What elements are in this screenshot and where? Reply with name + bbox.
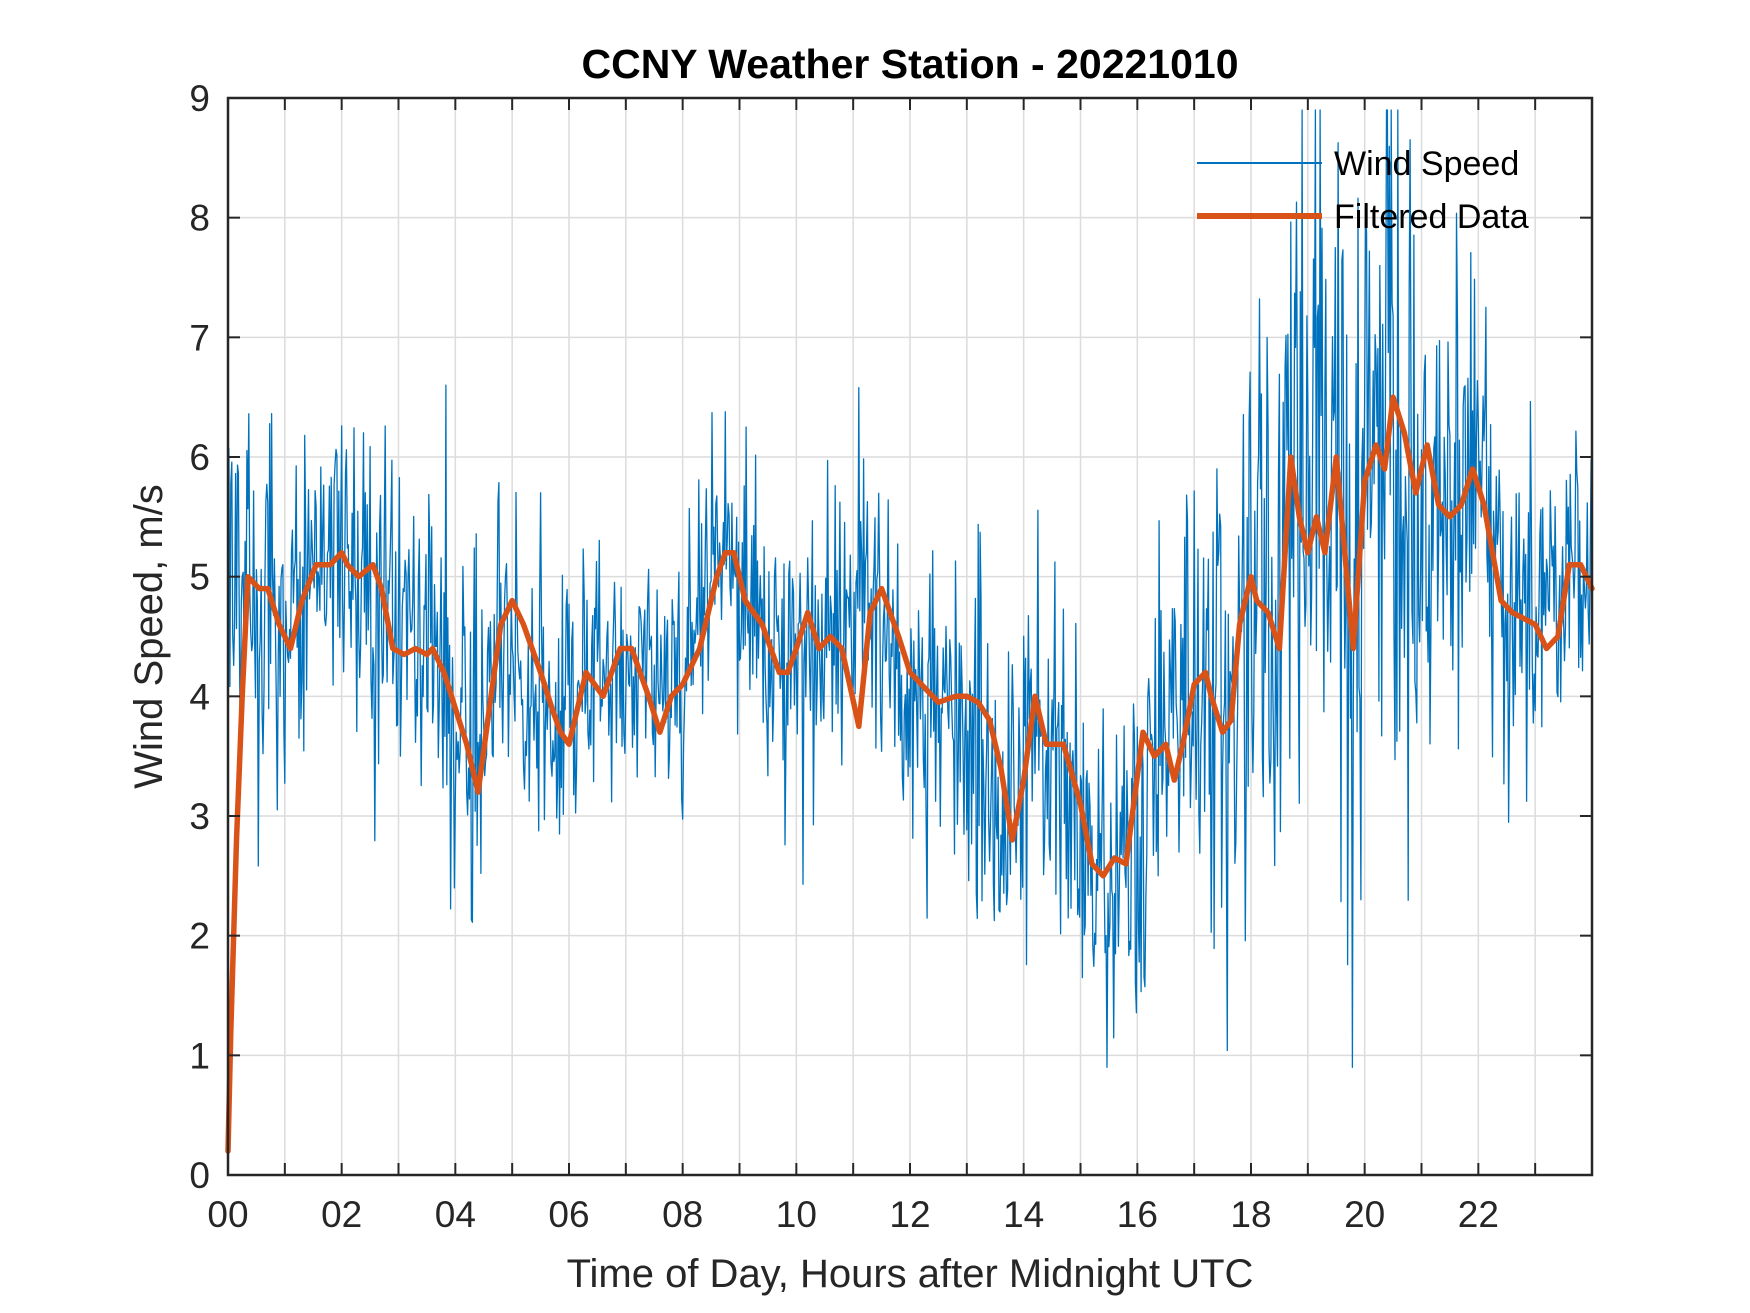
x-tick-label: 20 [1344, 1194, 1385, 1235]
y-tick-label: 1 [189, 1035, 210, 1076]
y-tick-label: 3 [189, 796, 210, 837]
legend-label-wind-speed: Wind Speed [1334, 145, 1519, 183]
y-tick-label: 9 [189, 78, 210, 119]
series-line-filtered-data [225, 394, 1595, 1154]
series-line-wind-speed [227, 109, 1593, 1068]
y-tick-label: 7 [189, 317, 210, 358]
x-tick-label: 10 [776, 1194, 817, 1235]
x-axis-label: Time of Day, Hours after Midnight UTC [567, 1252, 1254, 1296]
x-tick-label: 22 [1458, 1194, 1499, 1235]
y-tick-label: 2 [189, 916, 210, 957]
y-tick-label: 0 [189, 1155, 210, 1196]
legend: Wind Speed Filtered Data [1197, 145, 1529, 236]
chart-title: CCNY Weather Station - 20221010 [581, 41, 1238, 87]
y-tick-label: 6 [189, 437, 210, 478]
x-tick-label: 08 [662, 1194, 703, 1235]
x-tick-label: 02 [321, 1194, 362, 1235]
series-lines [225, 109, 1595, 1154]
x-tick-label: 00 [207, 1194, 248, 1235]
y-axis-label: Wind Speed, m/s [127, 484, 171, 789]
x-tick-label: 06 [548, 1194, 589, 1235]
x-tick-label: 12 [889, 1194, 930, 1235]
x-tick-label: 18 [1230, 1194, 1271, 1235]
x-tick-label: 16 [1117, 1194, 1158, 1235]
y-tick-label: 5 [189, 557, 210, 598]
x-tick-label: 14 [1003, 1194, 1044, 1235]
legend-label-filtered-data: Filtered Data [1334, 198, 1529, 236]
y-tick-label: 8 [189, 198, 210, 239]
y-tick-label: 4 [189, 676, 210, 717]
x-tick-label: 04 [435, 1194, 476, 1235]
